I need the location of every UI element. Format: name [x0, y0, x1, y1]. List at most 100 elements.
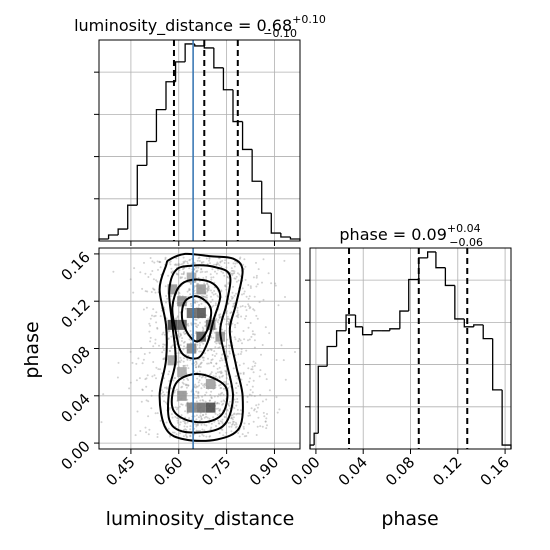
- scatter-point: [173, 377, 176, 380]
- scatter-point: [259, 393, 262, 396]
- scatter-point: [252, 371, 255, 374]
- scatter-point: [224, 369, 227, 372]
- scatter-point: [184, 383, 187, 386]
- scatter-point: [221, 375, 223, 378]
- scatter-point: [158, 261, 161, 264]
- scatter-point: [237, 432, 240, 434]
- scatter-point: [212, 276, 215, 279]
- scatter-point: [183, 345, 186, 348]
- scatter-point: [195, 322, 198, 325]
- scatter-point: [251, 391, 254, 394]
- scatter-point: [217, 393, 220, 396]
- scatter-point: [253, 346, 256, 349]
- scatter-point: [220, 428, 223, 431]
- scatter-point: [135, 362, 138, 365]
- scatter-point: [182, 378, 185, 381]
- scatter-point: [182, 348, 185, 351]
- scatter-point: [185, 429, 188, 431]
- scatter-point: [230, 425, 233, 428]
- scatter-point: [252, 333, 255, 336]
- scatter-point: [238, 338, 241, 340]
- scatter-point: [266, 413, 268, 415]
- scatter-point: [211, 298, 214, 301]
- scatter-point: [197, 365, 200, 368]
- scatter-point: [253, 395, 256, 398]
- scatter-point: [170, 267, 173, 270]
- scatter-point: [197, 429, 200, 432]
- scatter-point: [239, 305, 242, 308]
- hist-bin-12: [408, 278, 419, 312]
- scatter-point: [214, 412, 217, 415]
- scatter-point: [234, 421, 237, 424]
- scatter-point: [206, 296, 208, 299]
- scatter-point: [208, 257, 211, 260]
- scatter-point: [217, 295, 220, 298]
- scatter-point: [251, 385, 254, 388]
- scatter-point: [188, 287, 191, 290]
- scatter-point: [217, 371, 219, 374]
- scatter-point: [227, 422, 230, 424]
- scatter-point: [170, 387, 173, 390]
- scatter-point: [175, 433, 178, 436]
- scatter-point: [200, 418, 203, 421]
- scatter-point: [158, 344, 160, 347]
- scatter-point: [277, 304, 280, 307]
- scatter-point: [226, 315, 229, 318]
- hist-bin-18: [270, 213, 281, 234]
- scatter-point: [171, 416, 174, 419]
- scatter-point: [202, 384, 205, 387]
- scatter-point: [224, 381, 227, 383]
- hist-bin-11: [399, 310, 409, 329]
- scatter-point: [174, 263, 177, 266]
- scatter-point: [225, 377, 228, 380]
- scatter-point: [182, 331, 185, 334]
- xticks-phase: 0.00 0.04 0.08 0.12 0.16: [287, 449, 513, 489]
- scatter-point: [165, 386, 168, 389]
- scatter-point: [255, 285, 258, 288]
- scatter-point: [134, 434, 137, 437]
- scatter-point: [182, 256, 185, 259]
- scatter-point: [149, 273, 152, 276]
- yticks-joint: 0.00 0.04 0.08 0.12 0.16: [57, 248, 99, 474]
- scatter-point: [162, 391, 165, 394]
- scatter-point: [218, 432, 221, 434]
- scatter-point: [250, 394, 253, 397]
- scatter-point: [162, 345, 164, 348]
- scatter-point: [165, 301, 167, 304]
- scatter-point: [175, 272, 178, 275]
- scatter-point: [193, 289, 196, 292]
- scatter-point: [232, 302, 235, 305]
- hist-bin-3: [127, 204, 138, 230]
- scatter-point: [224, 412, 227, 415]
- scatter-point: [206, 283, 209, 286]
- scatter-point: [210, 336, 213, 339]
- scatter-point: [202, 295, 205, 298]
- scatter-point: [218, 314, 221, 316]
- contour-1: [166, 264, 235, 434]
- scatter-point: [251, 330, 254, 333]
- scatter-point: [235, 413, 238, 416]
- joint-xtick-label-2: 0.75: [198, 453, 234, 489]
- scatter-point: [234, 400, 237, 403]
- scatter-point: [248, 307, 251, 310]
- scatter-point: [227, 403, 230, 406]
- scatter-point: [176, 406, 179, 409]
- scatter-point: [170, 346, 173, 349]
- scatter-point: [182, 272, 185, 275]
- hist-bin-16: [444, 267, 455, 287]
- scatter-point: [254, 362, 257, 365]
- scatter-point: [247, 284, 250, 286]
- scatter-point: [170, 271, 173, 274]
- scatter-point: [202, 434, 205, 437]
- scatter-point: [242, 362, 245, 365]
- scatter-point: [180, 359, 183, 362]
- scatter-point: [196, 326, 198, 329]
- joint-xtick-label-3: 0.90: [246, 453, 282, 489]
- scatter-point: [181, 403, 184, 406]
- scatter-point: [168, 380, 171, 382]
- scatter-point: [195, 425, 198, 428]
- scatter-point: [159, 261, 162, 264]
- scatter-point: [239, 256, 242, 259]
- scatter-point: [195, 414, 198, 417]
- scatter-point: [253, 295, 256, 298]
